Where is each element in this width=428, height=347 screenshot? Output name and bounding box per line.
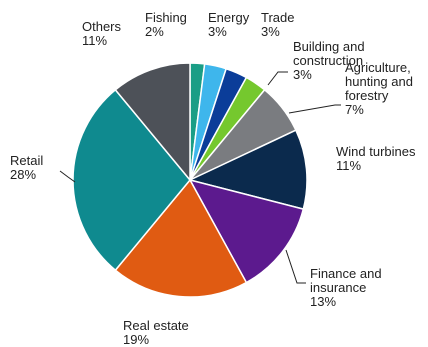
slice-labels: Fishing 2%Energy 3%Trade 3%Building and cons… [10,10,416,347]
pie-slice-others [114,62,191,183]
pie-slice-real-estate [114,178,248,298]
leader-line-agriculture-hunting-and-forestry [288,104,341,114]
slice-label-line: construction [293,53,363,68]
slice-label-agriculture-hunting-and-forestry: Agriculture, hunting and forestry 7% [345,60,413,117]
slice-label-building-and-construction: Building and construction 3% [293,39,365,82]
slice-label-line: Others [82,19,122,34]
slice-label-line: 2% [145,24,164,39]
slice-label-fishing: Fishing 2% [145,10,187,39]
pie-slice-retail [72,88,191,272]
slice-label-line: forestry [345,88,389,103]
slice-label-line: Building and [293,39,365,54]
pie-slices [72,62,308,298]
slice-label-line: Agriculture, [345,60,411,75]
slice-label-line: Trade [261,10,294,25]
slice-label-line: 19% [123,332,149,347]
slice-label-line: 7% [345,102,364,117]
leader-line-building-and-construction [267,71,288,86]
slice-label-line: 11% [82,33,107,48]
slice-label-line: hunting and [345,74,413,89]
slice-label-line: Fishing [145,10,187,25]
leader-line-retail [59,170,76,183]
slice-label-finance-and-insurance: Finance and insurance 13% [310,266,382,309]
slice-label-energy: Energy 3% [208,10,250,39]
pie-slice-wind-turbines [187,129,308,211]
slice-label-line: 11% [336,158,361,173]
slice-label-real-estate: Real estate 19% [123,318,189,347]
slice-label-line: Retail [10,153,43,168]
slice-label-line: 3% [293,67,312,82]
slice-label-line: Wind turbines [336,144,416,159]
slice-label-others: Others 11% [82,19,122,48]
slice-label-trade: Trade 3% [261,10,294,39]
slice-label-line: 13% [310,294,336,309]
slice-label-wind-turbines: Wind turbines 11% [336,144,416,173]
pie-slice-finance-and-insurance [188,178,305,284]
slice-label-retail: Retail 28% [10,153,43,182]
slice-label-line: insurance [310,280,366,295]
leader-line-finance-and-insurance [285,249,306,284]
slice-label-line: 28% [10,167,36,182]
slice-label-line: Energy [208,10,250,25]
leader-lines [59,71,341,284]
slice-label-line: Finance and [310,266,382,281]
slice-label-line: Real estate [123,318,189,333]
slice-label-line: 3% [208,24,227,39]
slice-label-line: 3% [261,24,280,39]
